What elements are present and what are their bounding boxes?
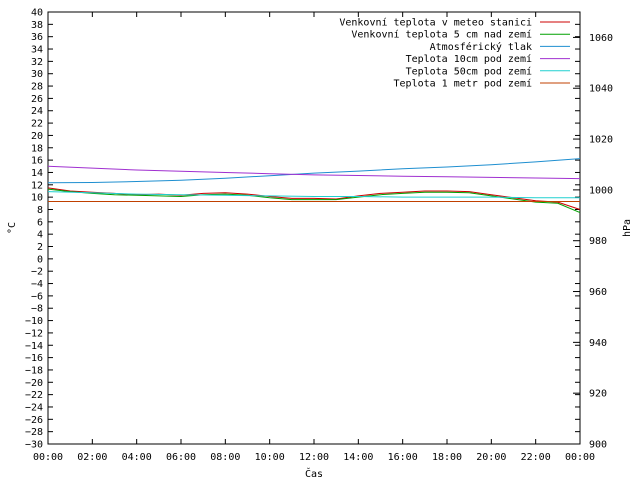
legend-label-4: Teplota 10cm pod zemí <box>406 53 532 65</box>
y-tick-label-left: 14 <box>31 168 43 179</box>
y-tick-label-left: 22 <box>31 119 43 130</box>
legend-label-5: Teplota 50cm pod zemí <box>406 65 532 77</box>
y-tick-label-left: −14 <box>25 341 43 352</box>
series-line-2 <box>47 188 581 214</box>
x-tick-label: 12:00 <box>299 452 329 463</box>
y-tick-label-right: 920 <box>589 389 607 400</box>
y-tick-label-left: −24 <box>25 402 43 413</box>
y-tick-label-right: 1040 <box>589 84 613 95</box>
x-axis: 00:00 02:00 04:00 06:00 08:00 10:00 12:00 14:00… <box>33 12 595 463</box>
y-tick-label-left: 24 <box>31 106 43 117</box>
y-tick-label-left: −30 <box>25 440 43 451</box>
y-tick-label-left: −18 <box>25 365 43 376</box>
x-tick-label: 10:00 <box>255 452 285 463</box>
legend-label-1: Venkovní teplota v meteo stanici <box>339 17 532 29</box>
y-tick-label-left: −16 <box>25 353 43 364</box>
y-tick-label-right: 940 <box>589 338 607 349</box>
series-line-1 <box>47 187 581 210</box>
y-tick-label-left: 28 <box>31 82 43 93</box>
series-line-3 <box>47 158 581 184</box>
x-tick-label: 04:00 <box>122 452 152 463</box>
y-tick-label-right: 960 <box>589 287 607 298</box>
x-tick-label: 08:00 <box>210 452 240 463</box>
y-tick-label-left: 30 <box>31 69 43 80</box>
x-tick-label: 14:00 <box>343 452 373 463</box>
x-axis-label: Čas <box>305 467 323 480</box>
y-axis-right-label: hPa <box>622 219 633 237</box>
y-tick-label-left: 26 <box>31 94 43 105</box>
x-tick-label: 00:00 <box>565 452 595 463</box>
legend: Venkovní teplota v meteo staniciVenkovní… <box>339 17 570 90</box>
y-tick-label-left: −8 <box>31 304 43 315</box>
y-tick-label-left: 32 <box>31 57 43 68</box>
legend-label-2: Venkovní teplota 5 cm nad zemí <box>351 29 532 41</box>
x-tick-label: 02:00 <box>77 452 107 463</box>
y-axis-left: 4038363432302826242220181614121086420−2−… <box>25 8 580 451</box>
series-line-5 <box>47 191 580 199</box>
x-tick-label: 06:00 <box>166 452 196 463</box>
y-tick-label-left: 40 <box>31 8 43 19</box>
y-tick-label-left: 38 <box>31 20 43 31</box>
y-axis-left-label: °C <box>7 222 18 234</box>
legend-label-3: Atmosférický tlak <box>430 41 532 53</box>
y-tick-label-left: 20 <box>31 131 43 142</box>
y-tick-label-left: 18 <box>31 143 43 154</box>
y-tick-label-left: −2 <box>31 267 43 278</box>
legend-label-6: Teplota 1 metr pod zemí <box>394 78 532 90</box>
x-tick-label: 00:00 <box>33 452 63 463</box>
series-lines <box>47 158 581 214</box>
y-tick-label-left: −20 <box>25 378 43 389</box>
y-tick-label-left: 16 <box>31 156 43 167</box>
y-tick-label-left: 0 <box>37 254 43 265</box>
y-tick-label-left: 6 <box>37 217 43 228</box>
y-tick-label-left: −28 <box>25 427 43 438</box>
y-axis-right: 1060 1040 1020 1000 980 960 940 920 900 <box>573 33 613 451</box>
y-tick-label-left: 34 <box>31 45 43 56</box>
y-tick-label-left: −4 <box>31 279 43 290</box>
y-tick-label-left: 8 <box>37 205 43 216</box>
y-tick-label-left: 4 <box>37 230 43 241</box>
y-tick-label-left: −22 <box>25 390 43 401</box>
y-tick-label-left: −26 <box>25 415 43 426</box>
y-tick-label-left: 2 <box>37 242 43 253</box>
y-tick-label-left: 36 <box>31 32 43 43</box>
x-tick-label: 18:00 <box>432 452 462 463</box>
y-tick-label-left: −10 <box>25 316 43 327</box>
y-tick-label-left: −12 <box>25 328 43 339</box>
y-tick-label-left: 12 <box>31 180 43 191</box>
x-tick-label: 16:00 <box>388 452 418 463</box>
y-tick-label-right: 1020 <box>589 135 613 146</box>
series-line-4 <box>47 165 581 180</box>
x-tick-label: 22:00 <box>521 452 551 463</box>
y-tick-label-right: 1000 <box>589 185 613 196</box>
y-tick-label-right: 980 <box>589 236 607 247</box>
x-tick-label: 20:00 <box>476 452 506 463</box>
y-tick-label-right: 900 <box>589 440 607 451</box>
y-tick-label-left: 10 <box>31 193 43 204</box>
y-tick-label-left: −6 <box>31 291 43 302</box>
y-tick-label-right: 1060 <box>589 33 613 44</box>
